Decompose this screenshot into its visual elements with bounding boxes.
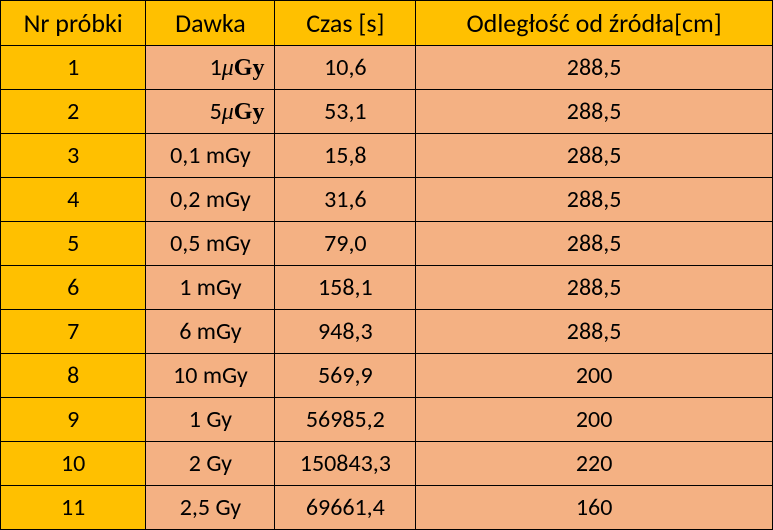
cell-distance: 200 [416,354,773,398]
cell-distance: 288,5 [416,134,773,178]
cell-distance: 160 [416,486,773,530]
mu-unit: Gy [234,55,265,81]
cell-time: 15,8 [275,134,416,178]
mu-symbol: μ [222,99,234,125]
cell-sample-number: 3 [1,134,146,178]
mu-symbol: μ [222,55,234,81]
dose-table: Nr próbki Dawka Czas [s] Odległość od źr… [0,0,773,530]
cell-sample-number: 11 [1,486,146,530]
cell-dose: 0,5 mGy [146,222,275,266]
cell-distance: 288,5 [416,46,773,90]
cell-sample-number: 6 [1,266,146,310]
col-header-distance: Odległość od źródła[cm] [416,1,773,46]
cell-sample-number: 2 [1,90,146,134]
table-row: 11μGy10,6288,5 [1,46,773,90]
cell-sample-number: 4 [1,178,146,222]
cell-distance: 288,5 [416,178,773,222]
cell-dose: 2,5 Gy [146,486,275,530]
table-row: 50,5 mGy79,0288,5 [1,222,773,266]
cell-time: 10,6 [275,46,416,90]
table-row: 30,1 mGy15,8288,5 [1,134,773,178]
cell-dose: 0,2 mGy [146,178,275,222]
cell-time: 56985,2 [275,398,416,442]
cell-dose: 2 Gy [146,442,275,486]
cell-sample-number: 7 [1,310,146,354]
cell-sample-number: 1 [1,46,146,90]
col-header-time: Czas [s] [275,1,416,46]
cell-time: 569,9 [275,354,416,398]
cell-distance: 288,5 [416,90,773,134]
cell-dose: 10 mGy [146,354,275,398]
table-row: 91 Gy56985,2200 [1,398,773,442]
col-header-dose: Dawka [146,1,275,46]
table-row: 102 Gy150843,3220 [1,442,773,486]
table-row: 76 mGy948,3288,5 [1,310,773,354]
mu-unit: Gy [234,99,265,125]
cell-dose: 5μGy [146,90,275,134]
cell-distance: 200 [416,398,773,442]
table-row: 40,2 mGy31,6288,5 [1,178,773,222]
cell-time: 31,6 [275,178,416,222]
cell-distance: 288,5 [416,266,773,310]
cell-dose: 1 mGy [146,266,275,310]
cell-time: 158,1 [275,266,416,310]
header-row: Nr próbki Dawka Czas [s] Odległość od źr… [1,1,773,46]
table-row: 112,5 Gy69661,4160 [1,486,773,530]
dose-value: 5 [210,97,222,126]
cell-dose: 1 Gy [146,398,275,442]
table-row: 25μGy53,1288,5 [1,90,773,134]
cell-time: 948,3 [275,310,416,354]
table-body: 11μGy10,6288,525μGy53,1288,530,1 mGy15,8… [1,46,773,530]
table-row: 61 mGy158,1288,5 [1,266,773,310]
cell-time: 79,0 [275,222,416,266]
cell-dose: 1μGy [146,46,275,90]
dose-value: 1 [210,53,222,82]
cell-distance: 220 [416,442,773,486]
cell-sample-number: 10 [1,442,146,486]
cell-time: 150843,3 [275,442,416,486]
cell-sample-number: 8 [1,354,146,398]
cell-time: 69661,4 [275,486,416,530]
cell-sample-number: 5 [1,222,146,266]
cell-dose: 6 mGy [146,310,275,354]
cell-sample-number: 9 [1,398,146,442]
cell-time: 53,1 [275,90,416,134]
cell-dose: 0,1 mGy [146,134,275,178]
cell-distance: 288,5 [416,222,773,266]
col-header-sample: Nr próbki [1,1,146,46]
table-row: 810 mGy569,9200 [1,354,773,398]
cell-distance: 288,5 [416,310,773,354]
